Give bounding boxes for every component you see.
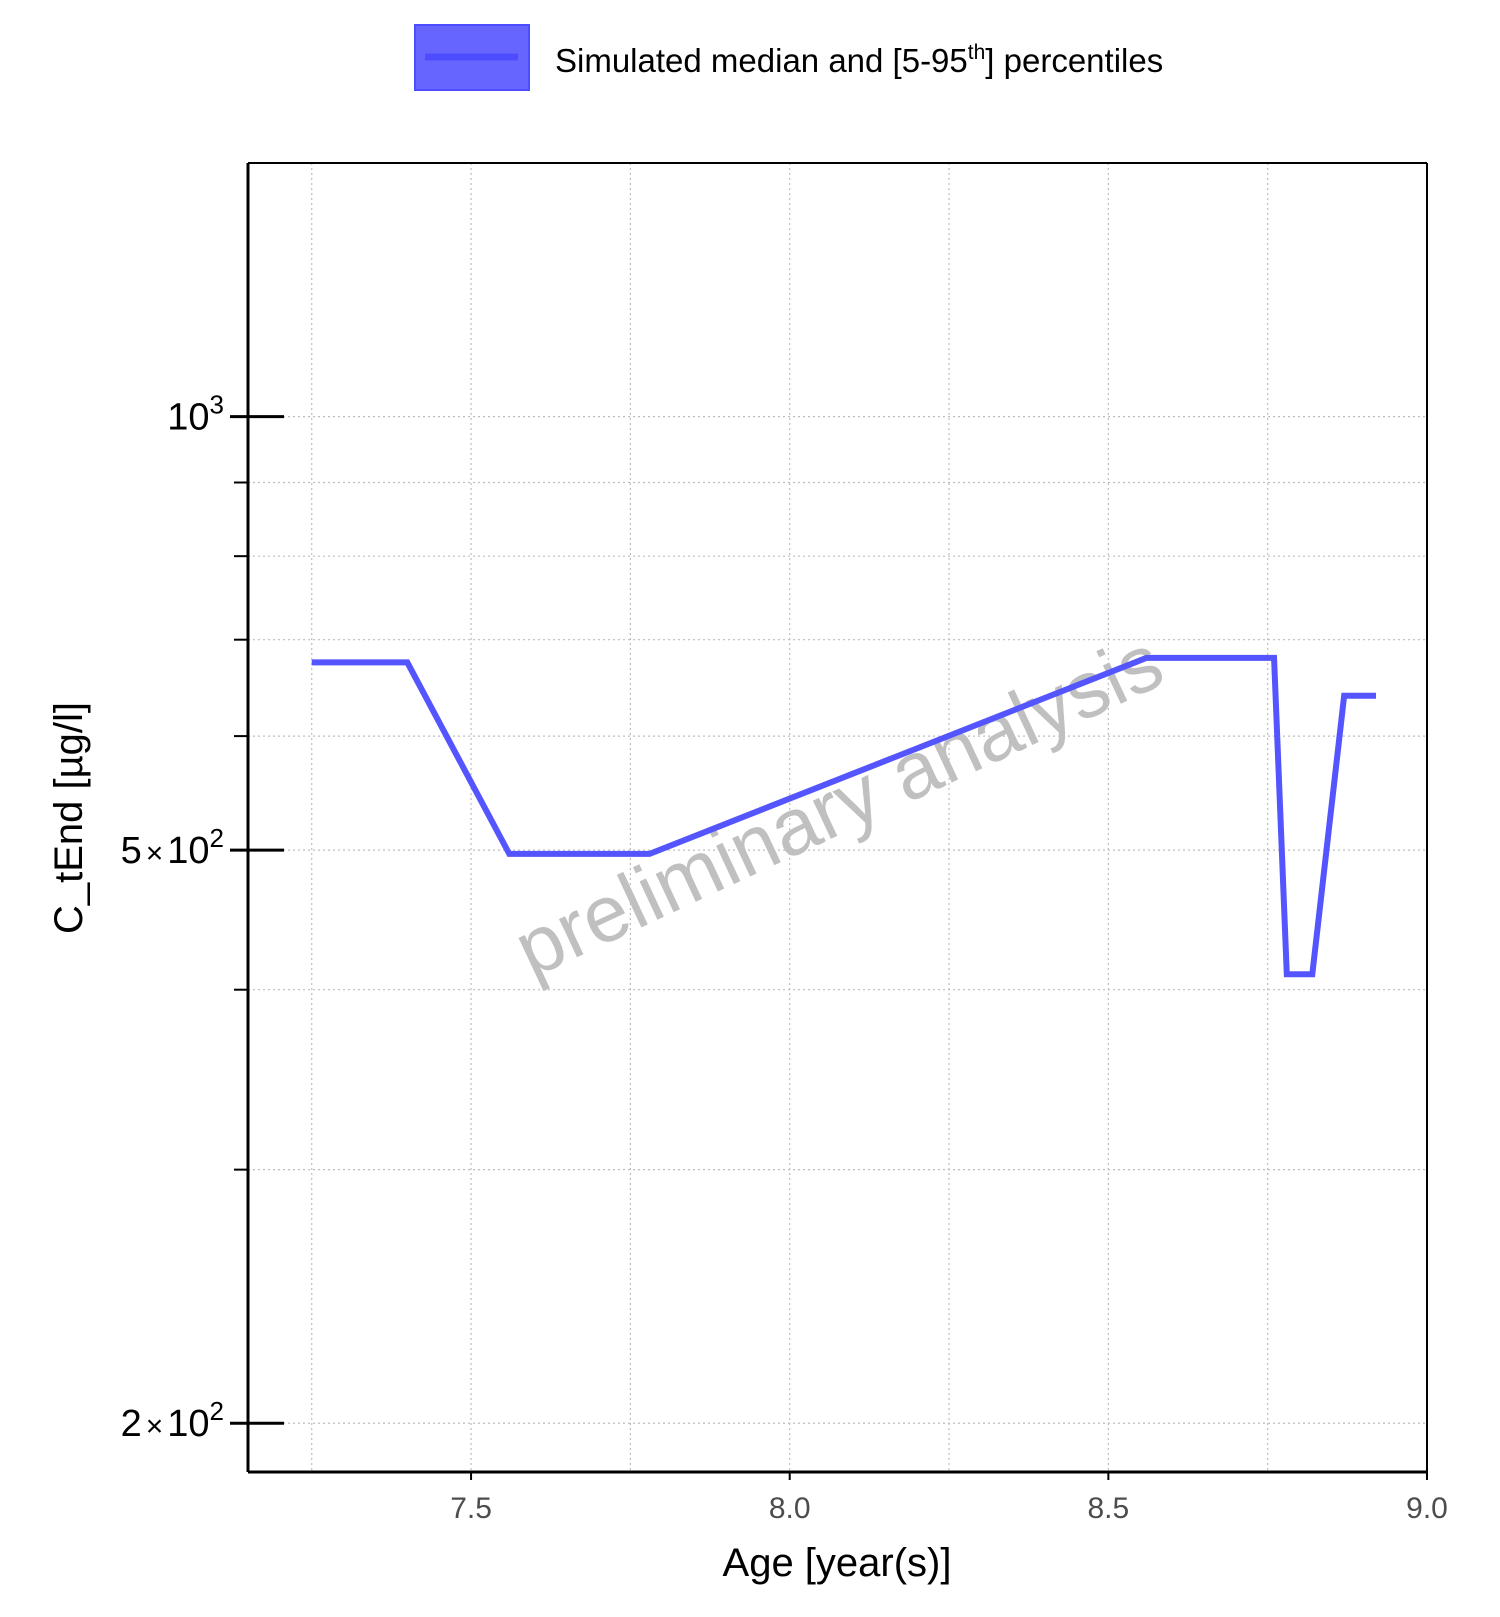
series-line (311, 654, 1377, 978)
y-tick-label: 103 (167, 390, 224, 439)
x-axis-ticks: 7.5 8.0 8.5 9.0 (450, 1472, 1448, 1525)
x-axis-title: Age [year(s)] (723, 1541, 952, 1585)
y-axis-ticks: 103 5 × 102 2 × 102 (121, 390, 284, 1445)
x-tick-label: 9.0 (1406, 1492, 1448, 1525)
y-tick-label: 5 × 102 (121, 823, 224, 872)
y-axis-title: C_tEnd [µg/l] (47, 702, 91, 934)
watermark-layer: preliminary analysis (501, 616, 1175, 994)
x-tick-label: 8.0 (769, 1492, 811, 1525)
series-layer (311, 654, 1377, 978)
watermark: preliminary analysis (501, 616, 1175, 994)
x-tick-label: 8.5 (1087, 1492, 1129, 1525)
legend-label: Simulated median and [5-95th] percentile… (555, 41, 1163, 79)
y-tick-label: 2 × 102 (121, 1396, 224, 1445)
legend: Simulated median and [5-95th] percentile… (414, 24, 1163, 91)
x-tick-label: 7.5 (450, 1492, 492, 1525)
